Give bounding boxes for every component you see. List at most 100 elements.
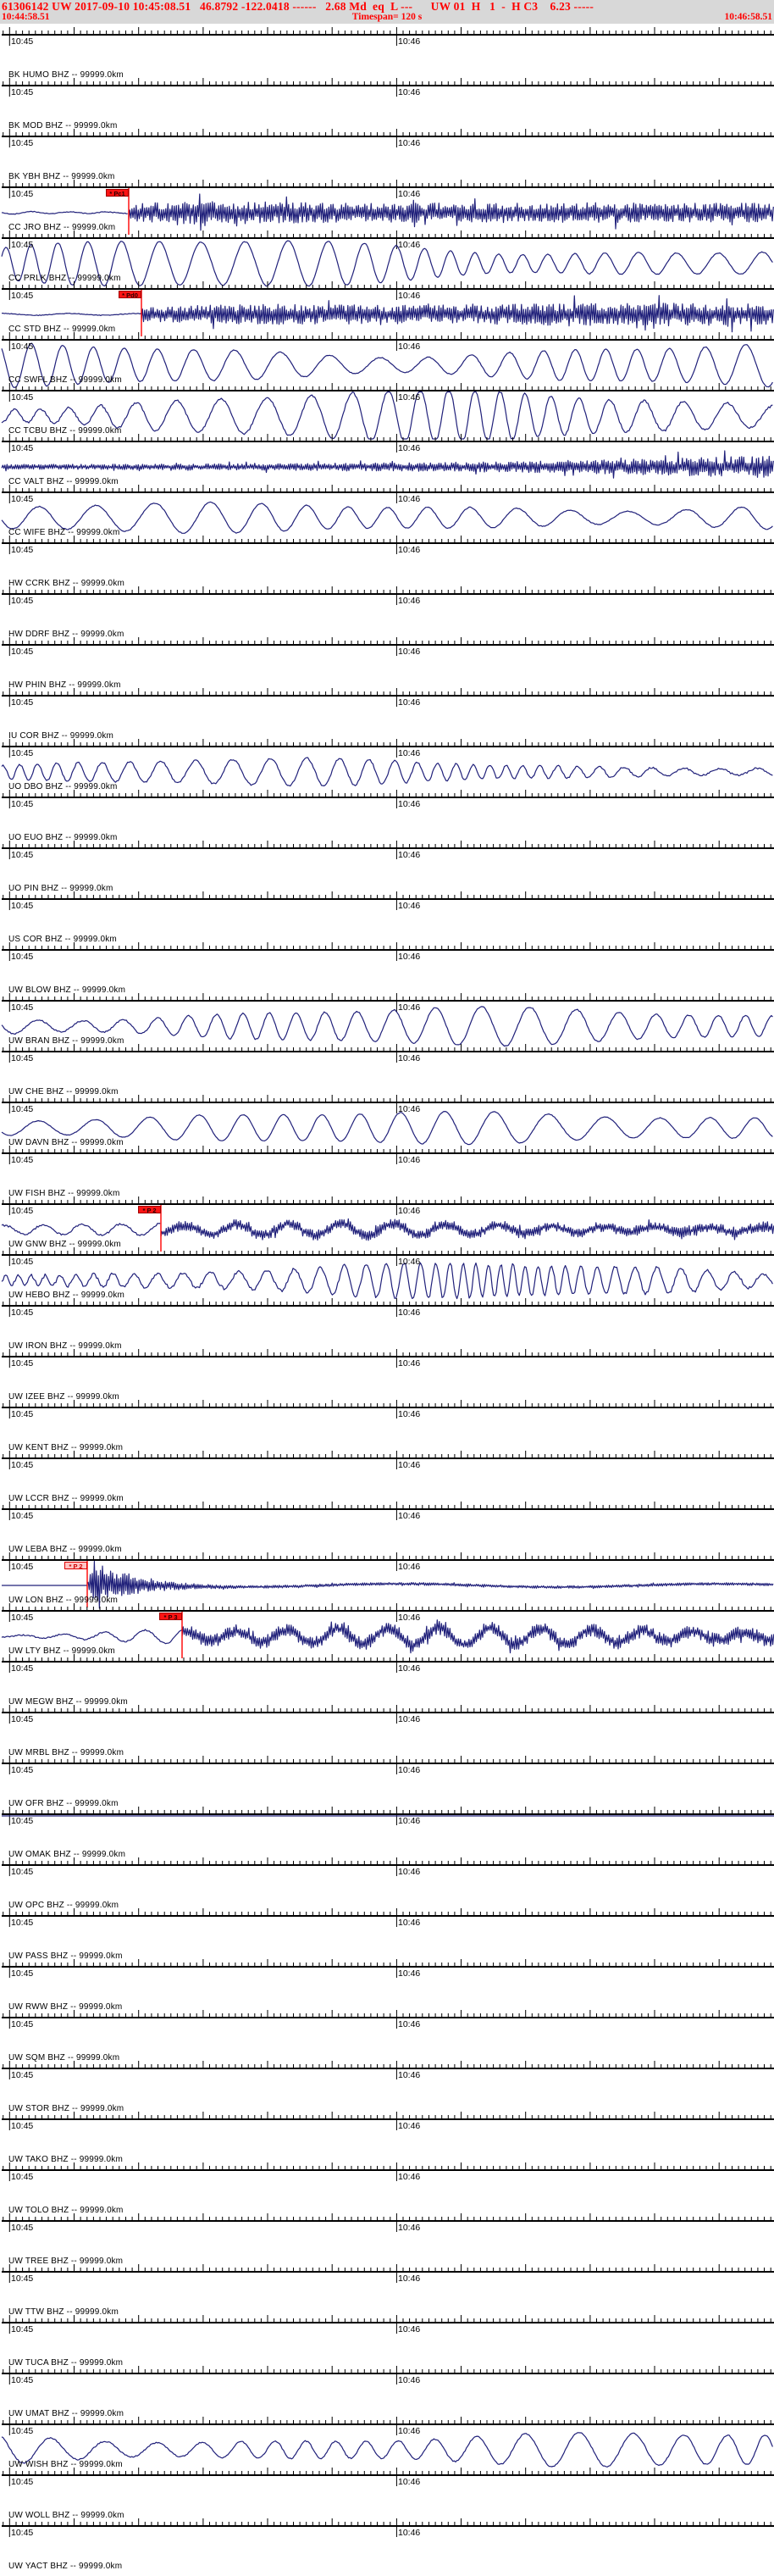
waveform-kent[interactable] — [0, 1400, 774, 1457]
waveform-yact[interactable] — [0, 2518, 774, 2576]
waveform-ddrf[interactable] — [0, 586, 774, 644]
trace-row-UW-OPC: UW OPC BHZ -- 99999.0km 10:45 10:46 — [0, 1857, 774, 1915]
waveform-bran[interactable] — [0, 993, 774, 1051]
waveform-jro[interactable] — [0, 180, 774, 237]
station-label: CC SWFL BHZ -- 99999.0km — [8, 375, 122, 385]
waveform-umat[interactable] — [0, 2366, 774, 2423]
axis-ticks — [3, 688, 771, 707]
waveform-humo[interactable] — [0, 27, 774, 85]
waveform-pass[interactable] — [0, 1908, 774, 1966]
waveform-omak[interactable] — [0, 1807, 774, 1864]
trace-row-UO-DBO: UO DBO BHZ -- 99999.0km 10:45 10:46 — [0, 739, 774, 797]
waveform-phin[interactable] — [0, 637, 774, 695]
station-label: UW PASS BHZ -- 99999.0km — [8, 1951, 123, 1961]
waveform-tcbu[interactable] — [0, 383, 774, 441]
waveform-hebo[interactable] — [0, 1247, 774, 1305]
waveform-stor[interactable] — [0, 2061, 774, 2118]
station-label: UW KENT BHZ -- 99999.0km — [8, 1443, 124, 1452]
minute-mark-left: 10:45 — [11, 1816, 34, 1826]
minute-mark-right: 10:46 — [398, 1663, 421, 1674]
station-label: UW MEGW BHZ -- 99999.0km — [8, 1697, 128, 1707]
waveform-lon[interactable] — [0, 1552, 774, 1610]
waveform-ofr[interactable] — [0, 1756, 774, 1813]
axis-ticks — [3, 739, 771, 758]
station-label: UW BRAN BHZ -- 99999.0km — [8, 1036, 124, 1046]
waveform-euo[interactable] — [0, 790, 774, 847]
waveform-blow[interactable] — [0, 942, 774, 1000]
waveform-megw[interactable] — [0, 1654, 774, 1712]
waveform-std[interactable] — [0, 281, 774, 339]
seismogram-trace — [1, 1218, 774, 1241]
trace-row-UW-MEGW: UW MEGW BHZ -- 99999.0km 10:45 10:46 — [0, 1654, 774, 1712]
waveform-lty[interactable] — [0, 1603, 774, 1661]
axis-ticks — [3, 1146, 771, 1164]
waveform-opc[interactable] — [0, 1857, 774, 1915]
trace-row-UW-CHE: UW CHE BHZ -- 99999.0km 10:45 10:46 — [0, 1044, 774, 1102]
waveform-ybh[interactable] — [0, 129, 774, 186]
seismogram-trace — [1, 1006, 773, 1047]
waveform-sqm[interactable] — [0, 2010, 774, 2068]
minute-mark-left: 10:45 — [11, 545, 34, 555]
minute-mark-right: 10:46 — [398, 1460, 421, 1470]
waveform-valt[interactable] — [0, 434, 774, 491]
waveform-davn[interactable] — [0, 1095, 774, 1152]
phase-pick-flag[interactable]: * P 2 — [138, 1206, 161, 1214]
waveform-tolo[interactable] — [0, 2162, 774, 2220]
waveform-tuca[interactable] — [0, 2315, 774, 2373]
waveform-dbo[interactable] — [0, 739, 774, 797]
waveform-ttw[interactable] — [0, 2264, 774, 2322]
waveform-cor[interactable] — [0, 891, 774, 949]
trace-row-UW-BLOW: UW BLOW BHZ -- 99999.0km 10:45 10:46 — [0, 942, 774, 1000]
waveform-gnw[interactable] — [0, 1196, 774, 1254]
minute-mark-left: 10:45 — [11, 748, 34, 758]
axis-ticks — [3, 1247, 771, 1266]
waveform-swfl[interactable] — [0, 332, 774, 390]
phase-pick-flag[interactable]: * Pd0 — [119, 291, 141, 299]
trace-row-UW-OMAK: UW OMAK BHZ -- 99999.0km 10:45 10:46 — [0, 1807, 774, 1864]
minute-mark-left: 10:45 — [11, 1053, 34, 1063]
waveform-leba[interactable] — [0, 1502, 774, 1559]
trace-row-UW-FISH: UW FISH BHZ -- 99999.0km 10:45 10:46 — [0, 1146, 774, 1203]
phase-pick-flag[interactable]: * P 2 — [64, 1562, 87, 1570]
waveform-prlk[interactable] — [0, 230, 774, 288]
axis-ticks — [3, 27, 771, 46]
trace-row-US-COR: US COR BHZ -- 99999.0km 10:45 10:46 — [0, 891, 774, 949]
axis-ticks — [3, 1705, 771, 1724]
trace-row-UW-TUCA: UW TUCA BHZ -- 99999.0km 10:45 10:46 — [0, 2315, 774, 2373]
minute-mark-left: 10:45 — [11, 443, 34, 453]
trace-row-UW-STOR: UW STOR BHZ -- 99999.0km 10:45 10:46 — [0, 2061, 774, 2118]
waveform-rww[interactable] — [0, 1959, 774, 2017]
minute-mark-left: 10:45 — [11, 2426, 34, 2436]
trace-row-UW-WOLL: UW WOLL BHZ -- 99999.0km 10:45 10:46 — [0, 2468, 774, 2525]
minute-mark-left: 10:45 — [11, 1714, 34, 1724]
axis-ticks — [3, 1908, 771, 1927]
waveform-izee[interactable] — [0, 1349, 774, 1407]
minute-mark-right: 10:46 — [398, 2019, 421, 2029]
waveform-woll[interactable] — [0, 2468, 774, 2525]
waveform-wife[interactable] — [0, 485, 774, 542]
trace-row-UW-IZEE: UW IZEE BHZ -- 99999.0km 10:45 10:46 — [0, 1349, 774, 1407]
waveform-mrbl[interactable] — [0, 1705, 774, 1763]
minute-mark-left: 10:45 — [11, 1409, 34, 1419]
waveform-che[interactable] — [0, 1044, 774, 1102]
waveform-ccrk[interactable] — [0, 536, 774, 593]
waveform-pin[interactable] — [0, 841, 774, 898]
station-label: BK YBH BHZ -- 99999.0km — [8, 172, 115, 181]
waveform-lccr[interactable] — [0, 1451, 774, 1508]
axis-ticks — [3, 230, 771, 249]
minute-mark-left: 10:45 — [11, 2121, 34, 2131]
minute-mark-right: 10:46 — [398, 2172, 421, 2182]
header: 61306142 UW 2017-09-10 10:45:08.51 46.87… — [0, 0, 774, 24]
station-label: BK MOD BHZ -- 99999.0km — [8, 121, 118, 130]
phase-pick-flag[interactable]: * Pc1 — [106, 189, 129, 197]
waveform-iron[interactable] — [0, 1298, 774, 1356]
waveform-tree[interactable] — [0, 2213, 774, 2271]
waveform-cor[interactable] — [0, 688, 774, 746]
waveform-wish[interactable] — [0, 2417, 774, 2474]
waveform-fish[interactable] — [0, 1146, 774, 1203]
minute-mark-left: 10:45 — [11, 647, 34, 657]
waveform-mod[interactable] — [0, 78, 774, 136]
axis-ticks — [3, 1400, 771, 1418]
waveform-tako[interactable] — [0, 2112, 774, 2169]
phase-pick-flag[interactable]: * P 3 — [159, 1613, 182, 1621]
